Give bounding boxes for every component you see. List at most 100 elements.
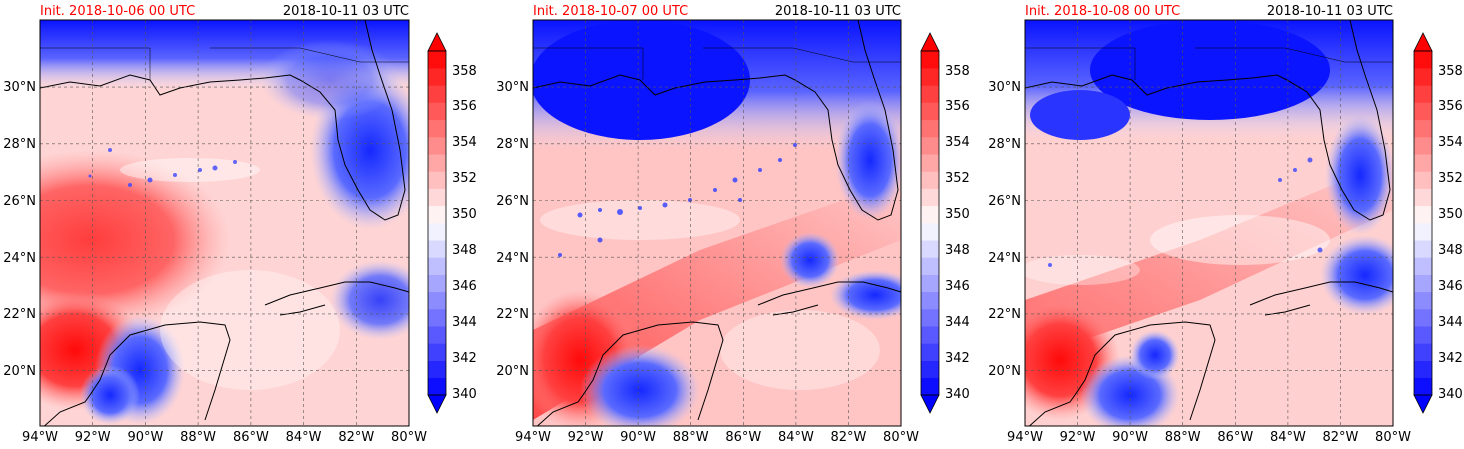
colorbar-cell — [1414, 291, 1432, 310]
colorbar-cell — [1414, 188, 1432, 207]
x-tick-label: 90°W — [620, 430, 656, 445]
colorbar-cell — [1414, 68, 1432, 86]
y-tick-label: 22°N — [496, 307, 529, 322]
colorbar-cell — [428, 343, 446, 361]
y-tick-label: 24°N — [496, 251, 529, 266]
colorbar: 358 356 354 352 350 348 346 344 342 340 — [1413, 32, 1463, 414]
colorbar-cell — [1414, 240, 1432, 258]
colorbar-tick-label: 344 — [452, 315, 477, 330]
y-tick-label: 26°N — [496, 194, 529, 209]
colorbar-cell — [428, 291, 446, 310]
colorbar-tick-label: 350 — [945, 207, 970, 222]
colorbar-extend-max — [1413, 32, 1433, 52]
x-tick-label: 90°W — [1112, 430, 1148, 445]
colorbar-tick-label: 356 — [452, 99, 477, 114]
colorbar-cells — [1413, 32, 1433, 414]
colorbar-cell — [428, 326, 446, 344]
colorbar-tick-label: 356 — [945, 99, 970, 114]
x-tick-label: 80°W — [391, 430, 427, 445]
colorbar-cell — [921, 343, 939, 361]
colorbar-tick-label: 342 — [1438, 351, 1463, 366]
colorbar-cell — [428, 188, 446, 207]
colorbar-cells — [920, 32, 940, 414]
colorbar-tick-label: 354 — [1438, 135, 1463, 150]
x-tick-labels: 94°W 92°W 90°W 88°W 86°W 84°W 82°W 80°W — [515, 430, 919, 445]
colorbar-tick-label: 358 — [945, 64, 970, 79]
colorbar-tick-label: 342 — [945, 351, 970, 366]
colorbar-cell — [921, 205, 939, 224]
colorbar-tick-label: 340 — [1438, 387, 1463, 402]
colorbar-tick-label: 344 — [945, 315, 970, 330]
colorbar-cell — [921, 68, 939, 86]
colorbar-cell — [428, 360, 446, 379]
gridlines — [533, 20, 901, 426]
colorbar-cell — [1414, 102, 1432, 121]
colorbar-extend-min — [1413, 394, 1433, 414]
valid-time-label: 2018-10-11 03 UTC — [1267, 4, 1393, 19]
colorbar-tick-label: 354 — [945, 135, 970, 150]
colorbar-cell — [921, 309, 939, 327]
colorbar-cell — [921, 240, 939, 258]
colorbar-cell — [921, 360, 939, 379]
x-tick-label: 94°W — [515, 430, 551, 445]
colorbar-cell — [1414, 51, 1432, 69]
x-tick-label: 88°W — [1165, 430, 1201, 445]
x-tick-label: 82°W — [830, 430, 866, 445]
colorbar-cell — [921, 223, 939, 241]
y-tick-labels: 20°N 22°N 24°N 26°N 28°N 30°N — [3, 80, 36, 379]
colorbar-tick-label: 340 — [945, 387, 970, 402]
y-tick-label: 22°N — [3, 307, 36, 322]
colorbar-cell — [921, 85, 939, 103]
colorbar-cell — [428, 240, 446, 258]
colorbar-tick-label: 356 — [1438, 99, 1463, 114]
colorbar-cell — [921, 102, 939, 121]
colorbar-tick-label: 350 — [452, 207, 477, 222]
colorbar-cell — [1414, 154, 1432, 172]
colorbar-cell — [428, 85, 446, 103]
colorbar-tick-label: 348 — [452, 243, 477, 258]
colorbar-tick-label: 352 — [945, 171, 970, 186]
valid-time-label: 2018-10-11 03 UTC — [775, 4, 901, 19]
panel-2: Init. 2018-10-07 00 UTC 2018-10-11 03 UT… — [496, 4, 970, 445]
colorbar-cell — [428, 257, 446, 275]
colorbar-cell — [1414, 171, 1432, 189]
y-tick-labels: 20°N 22°N 24°N 26°N 28°N 30°N — [496, 80, 529, 379]
y-tick-label: 30°N — [496, 80, 529, 95]
colorbar-cell — [428, 154, 446, 172]
colorbar-tick-label: 340 — [452, 387, 477, 402]
colorbar-tick-label: 344 — [1438, 315, 1463, 330]
colorbar-cell — [428, 102, 446, 121]
colorbar-tick-label: 346 — [945, 279, 970, 294]
colorbar-cell — [921, 119, 939, 138]
panel-3: Init. 2018-10-08 00 UTC 2018-10-11 03 UT… — [988, 4, 1463, 445]
colorbar-tick-label: 354 — [452, 135, 477, 150]
x-tick-labels: 94°W 92°W 90°W 88°W 86°W 84°W 82°W 80°W — [22, 430, 427, 445]
y-tick-labels: 20°N 22°N 24°N 26°N 28°N 30°N — [988, 80, 1021, 379]
colorbar-cell — [921, 51, 939, 69]
colorbar-cell — [428, 137, 446, 155]
colorbar-tick-labels: 358 356 354 352 350 348 346 344 342 340 — [452, 64, 477, 402]
gridlines — [40, 20, 409, 426]
colorbar-cell — [1414, 274, 1432, 293]
colorbar-extend-min — [920, 394, 940, 414]
x-tick-label: 82°W — [1322, 430, 1358, 445]
x-tick-label: 86°W — [725, 430, 761, 445]
x-tick-label: 92°W — [75, 430, 111, 445]
y-tick-label: 28°N — [988, 137, 1021, 152]
x-tick-label: 94°W — [22, 430, 58, 445]
x-tick-label: 88°W — [673, 430, 709, 445]
x-tick-label: 80°W — [1375, 430, 1411, 445]
colorbar-tick-label: 346 — [452, 279, 477, 294]
y-tick-label: 22°N — [988, 307, 1021, 322]
colorbar-cell — [428, 51, 446, 69]
colorbar-cell — [1414, 343, 1432, 361]
init-label: Init. 2018-10-08 00 UTC — [1025, 4, 1180, 19]
x-tick-label: 86°W — [1217, 430, 1253, 445]
y-tick-label: 26°N — [988, 194, 1021, 209]
y-tick-label: 20°N — [3, 364, 36, 379]
colorbar-tick-label: 342 — [452, 351, 477, 366]
colorbar-cell — [921, 154, 939, 172]
colorbar-cell — [1414, 205, 1432, 224]
field-map — [533, 20, 901, 426]
x-tick-label: 84°W — [1270, 430, 1306, 445]
